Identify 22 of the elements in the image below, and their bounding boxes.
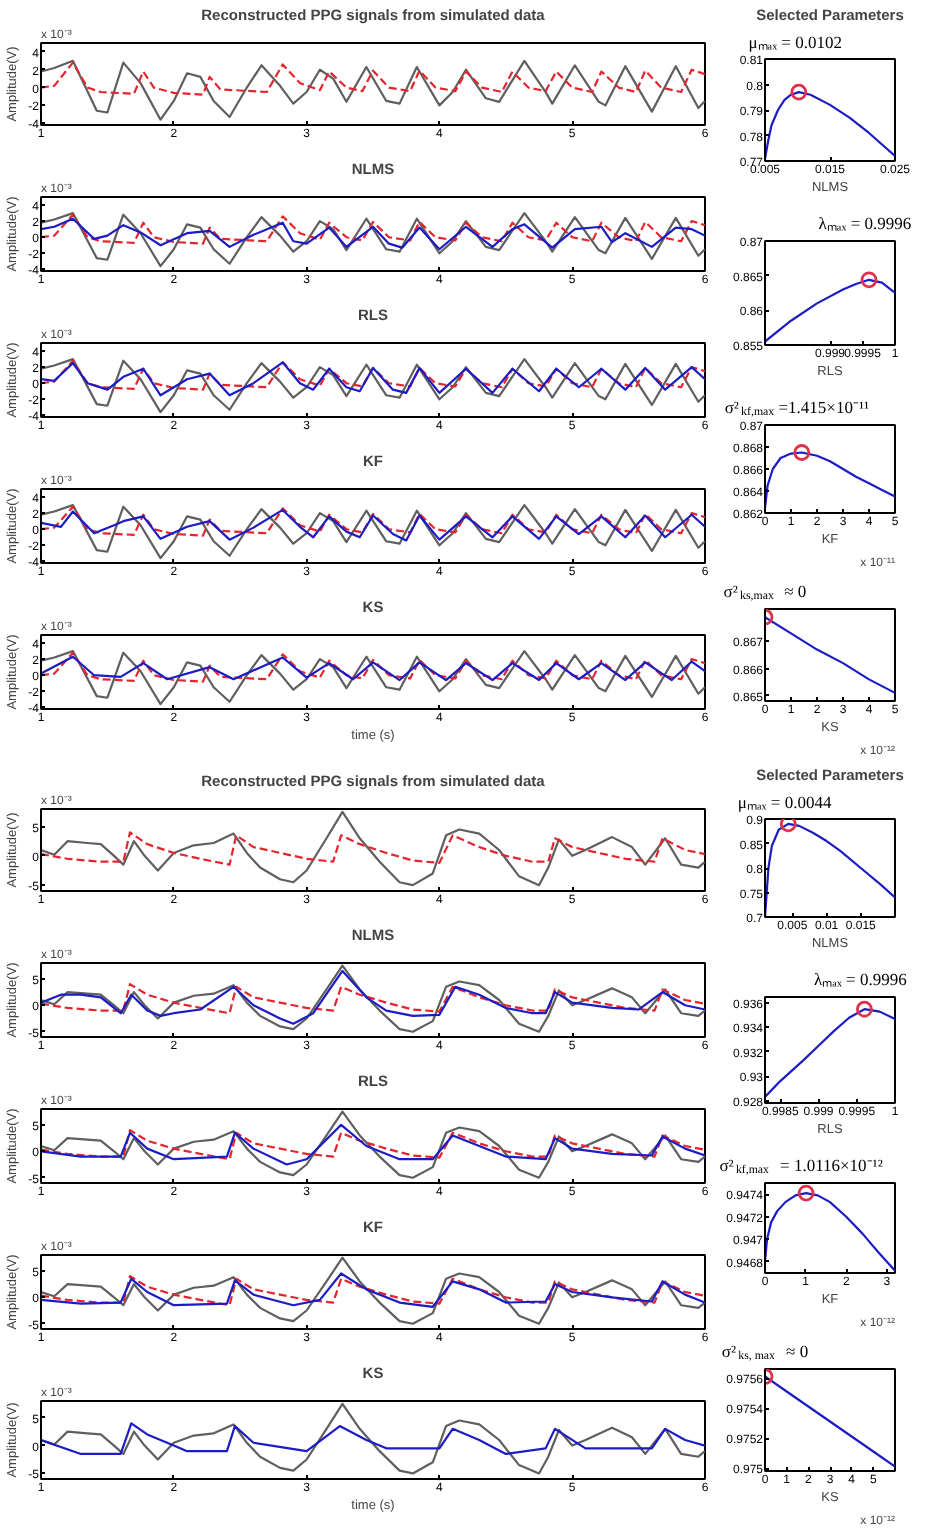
line-series	[41, 361, 705, 397]
annotation: λₘₐₓ = 0.9996	[814, 969, 907, 989]
annotation: μₘₐₓ = 0.0102	[748, 31, 842, 52]
line-series	[765, 616, 895, 694]
line-series	[41, 810, 705, 887]
line-series	[41, 59, 705, 121]
line-series	[41, 831, 705, 866]
line-series	[41, 359, 705, 391]
line-series	[41, 1110, 705, 1179]
line-series	[41, 217, 705, 251]
line-series	[765, 278, 895, 343]
line-series	[41, 1422, 705, 1456]
line-series	[765, 451, 895, 509]
line-series	[41, 213, 705, 245]
annotation: μₘₐₓ = 0.0044	[737, 791, 833, 812]
line-series	[41, 983, 705, 1015]
line-series	[41, 61, 705, 96]
line-series	[41, 1256, 705, 1325]
line-series	[765, 1008, 895, 1099]
line-series	[765, 822, 895, 917]
annotation: λₘₐₓ = 0.9996	[818, 213, 912, 233]
line-series	[765, 1375, 895, 1468]
